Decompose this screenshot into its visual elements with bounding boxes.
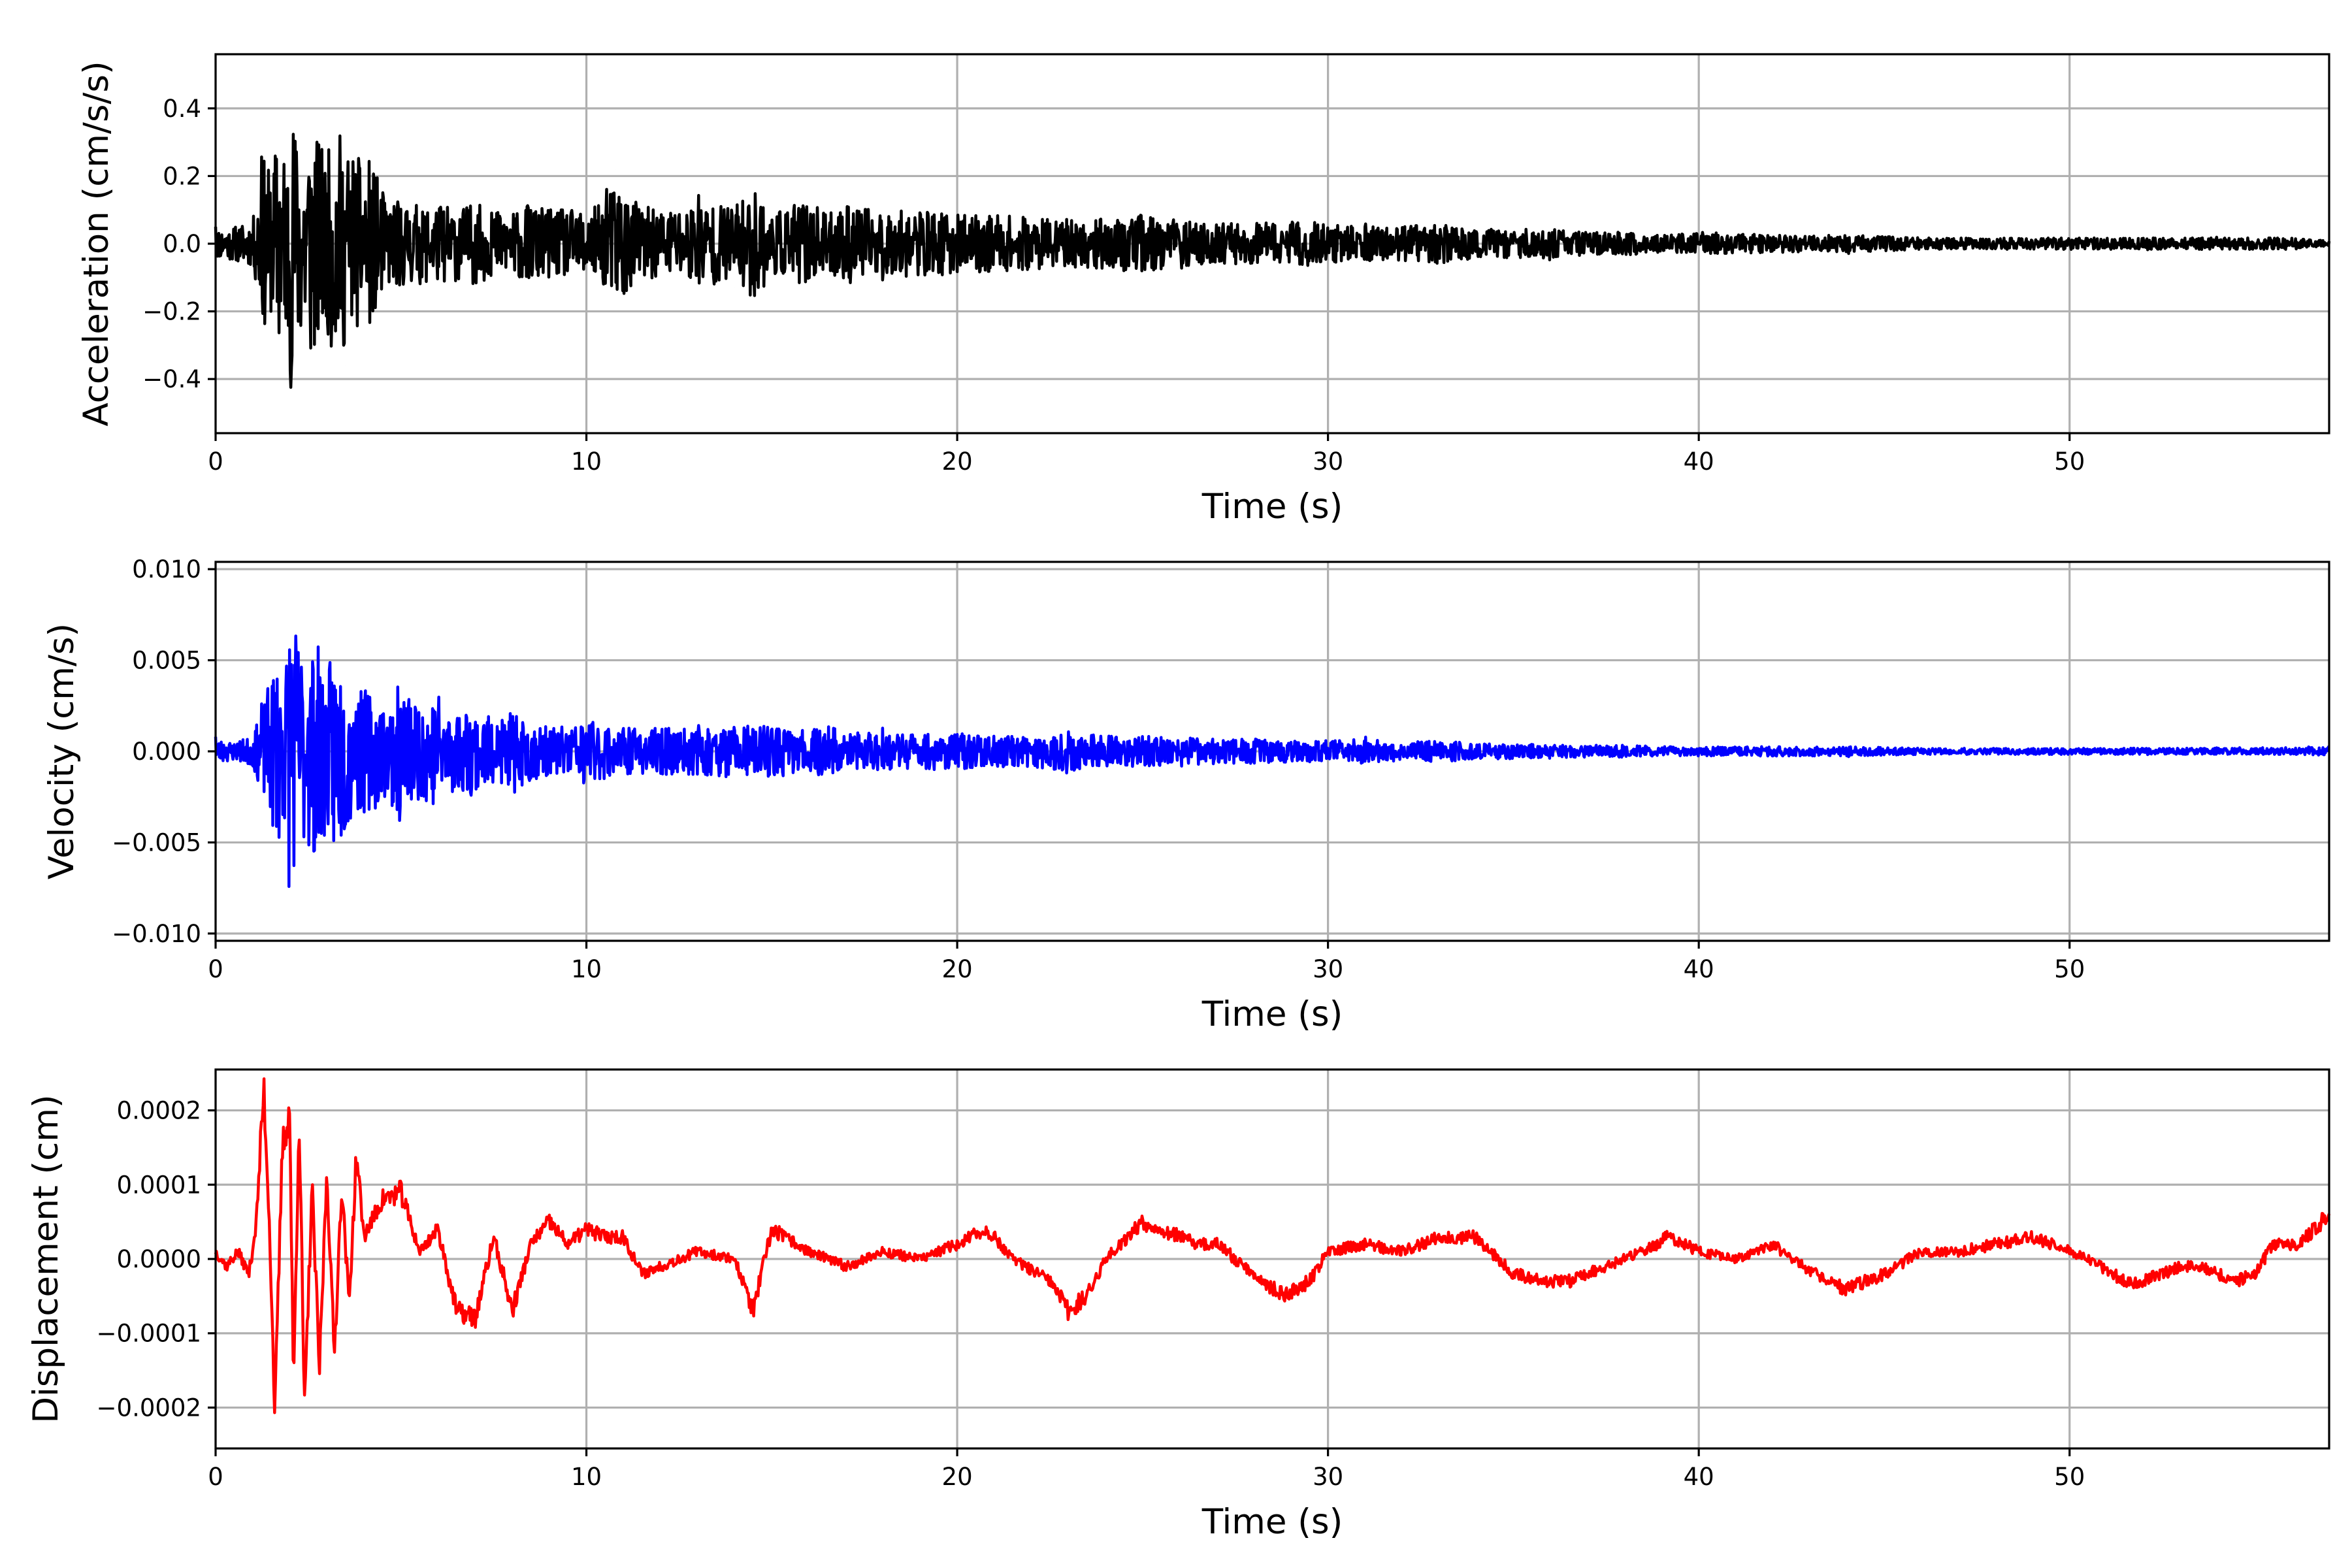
displacement-x-tick-label-5: 50 (2054, 1463, 2085, 1491)
velocity-y-tick-label-3: 0.005 (132, 647, 201, 675)
displacement-series-line (214, 1077, 2331, 1414)
velocity-y-tick-label-4: 0.010 (132, 555, 201, 583)
acceleration-panel: 0 10 20 30 40 50 −0.4 −0.2 0.0 0.2 0.4 Time (s) Ac… (76, 53, 2331, 527)
acceleration-x-tick-label-4: 40 (1684, 448, 1714, 476)
acceleration-x-tick-label-5: 50 (2054, 448, 2085, 476)
acceleration-y-tick-label-1: −0.2 (142, 298, 201, 326)
acceleration-series-line (214, 133, 2331, 389)
acceleration-y-tick-label-4: 0.4 (163, 95, 201, 123)
displacement-y-tick-label-0: −0.0002 (97, 1394, 201, 1422)
acceleration-x-tick-label-0: 0 (208, 448, 223, 476)
displacement-x-tick-label-3: 30 (1313, 1463, 1343, 1491)
displacement-grid (214, 1070, 2329, 1448)
displacement-trace-group (214, 1077, 2331, 1415)
displacement-ticks: 0 10 20 30 40 50 −0.0002 −0.0001 0.0000 0.0001 0.0… (97, 1097, 2085, 1491)
displacement-x-tick-label-1: 10 (571, 1463, 602, 1491)
acceleration-y-tick-label-2: 0.0 (163, 230, 201, 258)
acceleration-x-axis-label: Time (s) (1201, 487, 1343, 527)
displacement-y-tick-label-3: 0.0001 (117, 1171, 201, 1199)
velocity-x-axis-label: Time (s) (1201, 994, 1343, 1034)
acceleration-x-tick-label-2: 20 (942, 448, 973, 476)
acceleration-y-tick-label-3: 0.2 (163, 162, 201, 190)
velocity-x-tick-label-5: 50 (2054, 955, 2085, 983)
displacement-x-axis-label: Time (s) (1201, 1502, 1343, 1542)
velocity-series-line (214, 634, 2330, 889)
displacement-y-tick-label-1: −0.0001 (97, 1320, 201, 1348)
acceleration-trace-group (214, 67, 2331, 393)
velocity-y-tick-label-0: −0.010 (112, 920, 201, 948)
acceleration-x-tick-label-1: 10 (571, 448, 602, 476)
velocity-x-tick-label-1: 10 (571, 955, 602, 983)
acceleration-ticks: 0 10 20 30 40 50 −0.4 −0.2 0.0 0.2 0.4 (142, 95, 2085, 476)
displacement-panel: 0 10 20 30 40 50 −0.0002 −0.0001 0.0000 0.0001 0.0… (26, 1068, 2331, 1542)
velocity-y-tick-label-2: 0.000 (132, 738, 201, 766)
displacement-y-tick-label-2: 0.0000 (117, 1245, 201, 1273)
acceleration-y-tick-label-0: −0.4 (142, 365, 201, 393)
displacement-x-tick-label-2: 20 (942, 1463, 973, 1491)
velocity-x-tick-label-3: 30 (1313, 955, 1343, 983)
displacement-y-tick-label-4: 0.0002 (117, 1097, 201, 1125)
acceleration-y-axis-label: Acceleration (cm/s/s) (76, 61, 116, 426)
displacement-x-tick-label-4: 40 (1684, 1463, 1714, 1491)
acceleration-x-tick-label-3: 30 (1313, 448, 1343, 476)
velocity-y-axis-label: Velocity (cm/s) (42, 623, 82, 879)
velocity-y-tick-label-1: −0.005 (112, 828, 201, 857)
velocity-x-tick-label-2: 20 (942, 955, 973, 983)
velocity-x-tick-label-0: 0 (208, 955, 223, 983)
velocity-ticks: 0 10 20 30 40 50 −0.010 −0.005 0.000 0.005 0.010 (112, 555, 2085, 983)
displacement-x-tick-label-0: 0 (208, 1463, 223, 1491)
velocity-x-tick-label-4: 40 (1684, 955, 1714, 983)
velocity-panel: 0 10 20 30 40 50 −0.010 −0.005 0.000 0.005 0.010 T… (42, 555, 2330, 1034)
displacement-y-axis-label: Displacement (cm) (26, 1094, 66, 1423)
